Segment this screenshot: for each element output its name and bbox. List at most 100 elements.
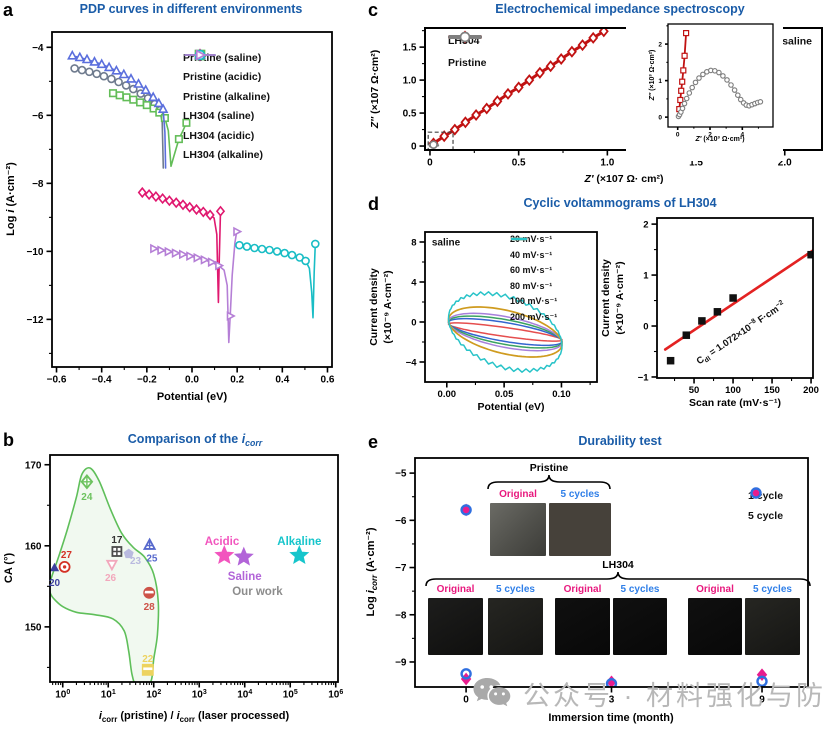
chart-c: 0 0.5 1.0 1.5 2.0 0 0.5 1.0 1.5 Z′ (×107 Ω· cm²) Z… [369, 27, 823, 185]
svg-text:Our work: Our work [232, 586, 283, 598]
marker-circle [280, 248, 289, 258]
legend-label: 40 mV·s⁻¹ [510, 249, 553, 260]
marker-circle [287, 250, 297, 260]
legend-marker-glyph [448, 31, 482, 43]
marker-diamond [513, 81, 524, 94]
marker-square-f [682, 331, 691, 339]
sample-photo [613, 598, 667, 655]
svg-text:0: 0 [427, 158, 433, 169]
marker-diamond-f [606, 675, 617, 687]
brace-pristine [487, 474, 611, 490]
legend-marker-glyph [750, 487, 762, 499]
marker-tri-right [233, 226, 243, 237]
marker-circle [716, 69, 722, 76]
svg-text:−6: −6 [32, 111, 44, 122]
plot-frame [424, 231, 598, 383]
svg-text:Immersion time (month): Immersion time (month) [548, 712, 674, 724]
svg-text:−0.4: −0.4 [92, 375, 112, 386]
svg-text:Potential (eV): Potential (eV) [157, 391, 228, 403]
tick-labels: 50 100 150 200 −1 0 1 2 [638, 220, 819, 396]
marker-tri-right [171, 248, 181, 258]
marker-tri [157, 103, 169, 113]
legend-label: 60 mV·s⁻¹ [510, 265, 553, 276]
sample-photo [555, 598, 610, 655]
svg-text:0: 0 [411, 142, 417, 153]
legend-label: Pristine (alkaline) [183, 90, 270, 103]
svg-text:104: 104 [237, 689, 252, 701]
tick-labels: 0 2 4 0 1 2 [658, 41, 744, 138]
svg-text:0: 0 [676, 132, 680, 139]
marker-circle-o [460, 504, 472, 516]
svg-text:−6: −6 [395, 516, 407, 527]
chart-b: 100 101 102 103 104 105 106 150 160 170 icorr (pri… [3, 454, 343, 724]
marker-diamond [524, 74, 535, 87]
marker-circle [70, 64, 79, 73]
legend-entry: Pristine [448, 31, 487, 74]
marker-diamond [588, 31, 599, 44]
marker-tri-right [178, 249, 189, 260]
svg-text:4: 4 [740, 132, 744, 139]
marker-tri [133, 78, 144, 88]
panel-d: d Cyclic voltammograms of LH304 0.00 0.05… [360, 192, 827, 432]
marker-tri-f [49, 562, 60, 572]
chart-a-svg: −0.6 −0.4 −0.2 0.0 0.2 0.4 0.6 −4 −6 −8 −10 −12 Pote… [5, 31, 335, 403]
marker-circle [429, 140, 438, 149]
svg-text:1.0: 1.0 [600, 158, 614, 169]
marker-tri-right [215, 260, 225, 271]
marker-tri-right [226, 311, 236, 321]
marker-square-grid [111, 546, 123, 557]
marker-circle [265, 245, 274, 255]
marker-diamond [144, 189, 154, 201]
plot-frame [667, 23, 774, 128]
svg-text:Z′ (×107 Ω· cm²): Z′ (×107 Ω· cm²) [584, 173, 664, 185]
svg-text:150: 150 [764, 385, 780, 396]
legend-label: Pristine [448, 57, 487, 69]
marker-square [149, 104, 158, 113]
marker-circle [85, 67, 94, 77]
axes [419, 241, 591, 388]
marker-tri [74, 51, 86, 62]
marker-diamond-x [80, 474, 94, 490]
marker-diamond [215, 205, 226, 217]
legend-label: 100 mV·s⁻¹ [510, 296, 558, 307]
series-pristine-alkaline- [67, 49, 169, 169]
marker-circle [114, 77, 123, 87]
series [447, 291, 563, 373]
legend-c: LH304Pristine [448, 30, 487, 74]
svg-text:27: 27 [61, 550, 73, 561]
marker-circle-half [143, 586, 156, 599]
series-5-cycle [460, 504, 768, 687]
legend-entry: 1 cycle [748, 486, 783, 506]
svg-text:24: 24 [81, 492, 93, 503]
marker-diamond-f [751, 487, 761, 499]
marker-square [683, 29, 690, 37]
legend-a: Pristine (saline) Pristine (acidic) Pristi… [183, 48, 270, 165]
series-lh304 [676, 29, 690, 118]
marker-circle [731, 87, 738, 93]
legend-entry: Pristine (acidic) [183, 49, 270, 88]
marker-circle [99, 71, 109, 81]
panel-c-title: Electrochemical impedance spectroscopy [495, 2, 745, 16]
svg-text:0: 0 [643, 321, 648, 332]
marker-diamond [198, 206, 208, 218]
marker-diamond [503, 87, 513, 100]
marker-circle [728, 82, 734, 88]
panel-b-letter: b [3, 430, 14, 450]
tick-labels: 0 0.5 1.0 1.5 2.0 0 0.5 1.0 1.5 [403, 43, 793, 169]
panel-c-letter: c [368, 0, 379, 20]
sample-photo [688, 598, 742, 655]
axes [409, 472, 763, 693]
marker-circle [700, 71, 706, 78]
series-pristine [428, 140, 440, 149]
panel-e-title: Durability test [578, 434, 662, 448]
legend-label: 80 mV·s⁻¹ [510, 280, 553, 291]
marker-circle [681, 100, 688, 107]
svg-text:−0.6: −0.6 [47, 375, 67, 386]
svg-text:−9: −9 [395, 658, 407, 669]
marker-tri-x [142, 537, 157, 550]
svg-text:0: 0 [463, 695, 469, 706]
chart-c-svg: 0 0.5 1.0 1.5 2.0 0 0.5 1.0 1.5 Z′ (×107 Ω· cm²) Z… [369, 16, 823, 185]
svg-text:23: 23 [130, 556, 142, 567]
series-lh304-alkaline- [150, 226, 243, 344]
brace-lh304 [425, 571, 811, 587]
